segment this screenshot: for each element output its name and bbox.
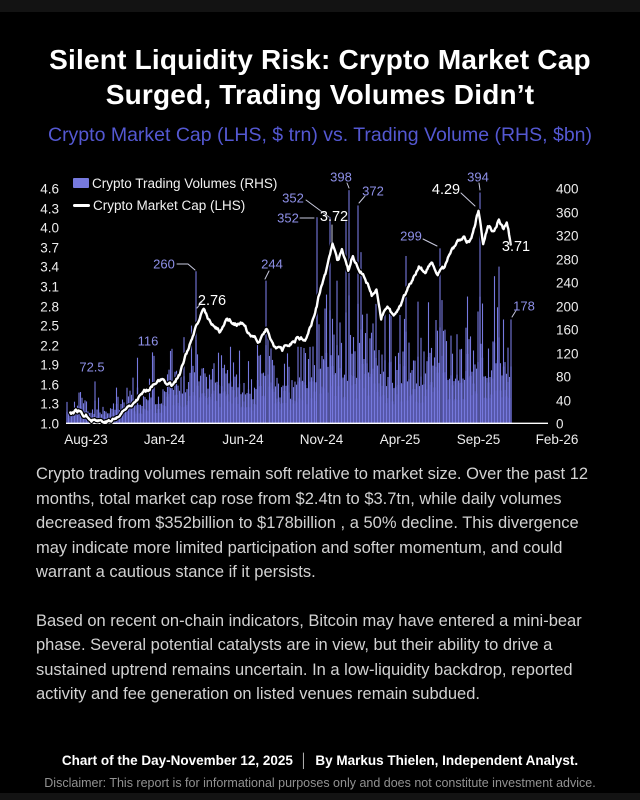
- footer-chart-of-the-day: Chart of the Day-November 12, 2025: [61, 753, 293, 768]
- annotation-2.76: 2.76: [197, 293, 227, 309]
- bottom-edge-strip: [0, 793, 640, 800]
- left-axis-tick-4.6: 4.6: [40, 181, 59, 197]
- legend-label-marketcap: Crypto Market Cap (LHS): [93, 197, 246, 213]
- right-axis-tick-320: 320: [556, 228, 579, 244]
- x-axis-label-Jun-24: Jun-24: [222, 432, 264, 447]
- annotation-260: 260: [153, 256, 175, 272]
- right-axis-tick-80: 80: [556, 369, 572, 385]
- left-axis-tick-4.0: 4.0: [40, 220, 59, 236]
- footer-author: By Markus Thielen, Independent Analyst.: [315, 753, 579, 768]
- chart-legend: Crypto Trading Volumes (RHS) Crypto Mark…: [73, 172, 277, 216]
- annotation-3.72: 3.72: [319, 209, 349, 225]
- annotation-116: 116: [137, 333, 159, 349]
- right-axis-tick-360: 360: [556, 205, 579, 220]
- annotation-244: 244: [261, 256, 283, 272]
- annotation-4.29: 4.29: [431, 182, 461, 198]
- left-axis-tick-4.3: 4.3: [40, 201, 59, 217]
- annotation-352: 352: [277, 210, 299, 226]
- commentary-text: Crypto trading volumes remain soft relat…: [36, 462, 608, 731]
- annotation-299: 299: [400, 228, 422, 244]
- footer-byline: Chart of the Day-November 12, 2025 │ By Ma…: [0, 753, 640, 768]
- right-axis-tick-40: 40: [556, 393, 572, 408]
- annotation-394: 394: [467, 169, 489, 185]
- legend-label-volumes: Crypto Trading Volumes (RHS): [92, 175, 278, 191]
- x-axis-label-Sep-25: Sep-25: [456, 432, 501, 447]
- top-edge-strip: [0, 0, 640, 12]
- right-axis-tick-400: 400: [556, 181, 579, 197]
- footer-disclaimer: Disclaimer: This report is for informati…: [44, 776, 596, 790]
- annotation-3.71: 3.71: [501, 239, 531, 255]
- footer-separator: │: [299, 753, 309, 768]
- annotation-72.5: 72.5: [79, 359, 105, 375]
- page-title-line1: Silent Liquidity Risk: Crypto Market Cap: [49, 44, 591, 75]
- legend-item-trading-volumes: Crypto Trading Volumes (RHS): [73, 172, 277, 194]
- x-axis-label-Nov-24: Nov-24: [299, 432, 344, 447]
- left-axis-tick-3.7: 3.7: [40, 240, 59, 256]
- legend-item-market-cap: Crypto Market Cap (LHS): [73, 194, 277, 216]
- chart-canvas: [66, 172, 548, 424]
- left-axis-tick-1.9: 1.9: [40, 357, 59, 373]
- left-axis-tick-2.2: 2.2: [40, 338, 59, 354]
- annotation-372: 372: [362, 183, 384, 199]
- annotation-178: 178: [513, 298, 535, 314]
- right-axis-tick-120: 120: [556, 346, 579, 361]
- right-axis-tick-160: 160: [556, 322, 579, 338]
- page-title-line2: Surged, Trading Volumes Didn’t: [105, 79, 535, 110]
- x-axis-label-Apr-25: Apr-25: [379, 432, 421, 447]
- page-title: Silent Liquidity Risk: Crypto Market Cap…: [0, 42, 640, 112]
- x-axis-label-Aug-23: Aug-23: [64, 432, 108, 447]
- right-axis-tick-240: 240: [556, 275, 579, 291]
- right-axis-tick-280: 280: [556, 252, 579, 267]
- annotation-352: 352: [282, 190, 304, 206]
- marketcap-line-swatch-icon: [73, 203, 90, 207]
- chart-subtitle: Crypto Market Cap (LHS, $ trn) vs. Tradi…: [47, 124, 593, 146]
- commentary-paragraph-1: Crypto trading volumes remain soft relat…: [36, 465, 589, 581]
- volume-bar-swatch-icon: [73, 178, 89, 188]
- left-axis-tick-3.4: 3.4: [40, 259, 59, 275]
- right-axis-tick-200: 200: [556, 299, 579, 314]
- left-axis-tick-1.6: 1.6: [40, 377, 59, 393]
- right-axis-tick-0: 0: [556, 416, 564, 432]
- left-axis-tick-3.1: 3.1: [40, 279, 59, 295]
- left-axis-tick-1.3: 1.3: [40, 396, 59, 412]
- chart-area: Crypto Trading Volumes (RHS) Crypto Mark…: [40, 169, 578, 448]
- commentary-paragraph-2: Based on recent on-chain indicators, Bit…: [36, 611, 582, 704]
- left-axis-tick-2.5: 2.5: [40, 318, 59, 334]
- x-axis-label-Jan-24: Jan-24: [143, 432, 186, 447]
- left-axis-tick-1.0: 1.0: [40, 416, 59, 432]
- x-axis-label-Feb-26: Feb-26: [535, 432, 579, 447]
- left-axis-tick-2.8: 2.8: [40, 299, 59, 314]
- annotation-398: 398: [330, 169, 352, 185]
